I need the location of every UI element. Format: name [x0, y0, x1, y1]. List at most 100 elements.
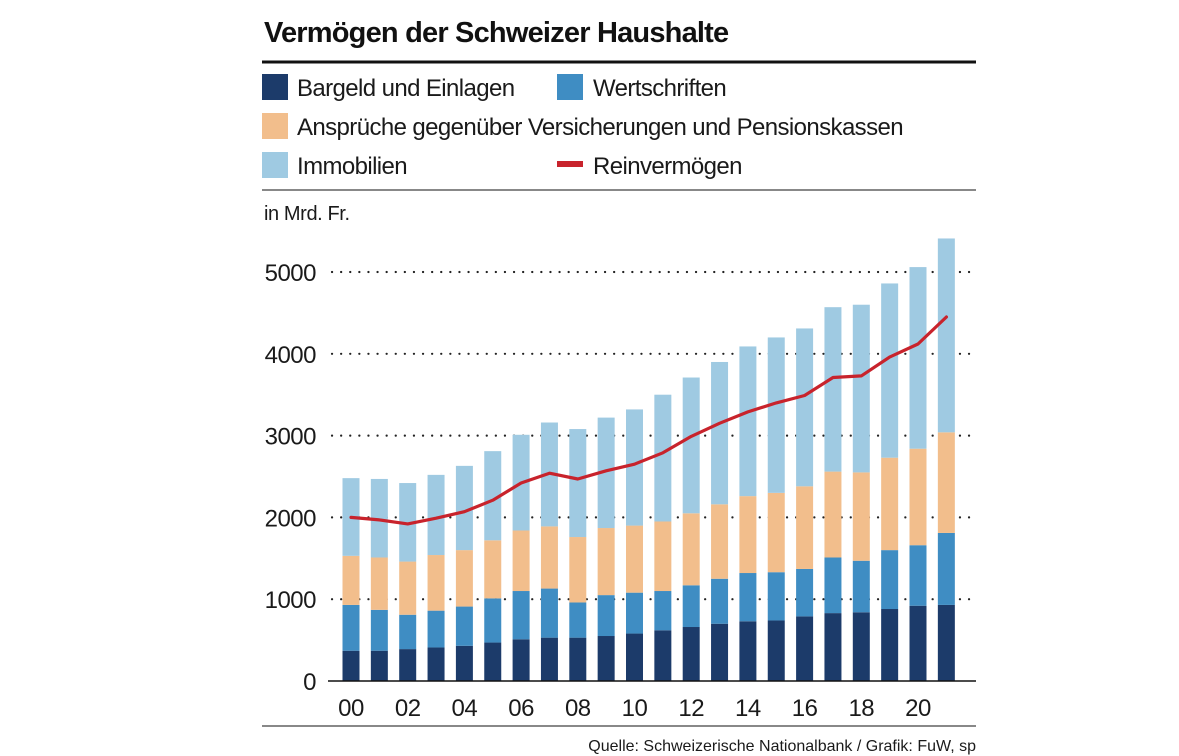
legend-swatch-ansprueche: [262, 113, 288, 139]
x-tick-label-18: 18: [848, 695, 874, 722]
bar-segment-wertschriften-2001: [370, 609, 388, 651]
bar-segment-bargeld-2006: [512, 639, 530, 681]
bar-segment-bargeld-2011: [654, 630, 672, 681]
y-tick-label-5000: 5000: [265, 260, 317, 287]
y-tick-label-3000: 3000: [265, 424, 317, 451]
bar-segment-bargeld-2015: [767, 620, 785, 681]
bar-segment-wertschriften-2010: [626, 592, 643, 634]
net-worth-line: [349, 315, 949, 526]
bar-segment-wertschriften-2018: [852, 560, 870, 613]
chart-title: Vermögen der Schweizer Haushalte: [264, 17, 729, 49]
bar-segment-ansprueche-2020: [909, 448, 927, 546]
y-axis-ticks: 0 1000 2000 3000 4000 5000: [265, 260, 317, 696]
bar-segment-wertschriften-2015: [767, 572, 785, 621]
legend-line-swatch-reinvermoegen: [557, 161, 583, 167]
bar-segment-bargeld-2020: [909, 605, 927, 681]
legend-label-immobilien: Immobilien: [297, 153, 407, 180]
bar-segment-ansprueche-2016: [796, 486, 814, 569]
y-tick-label-2000: 2000: [265, 505, 317, 532]
bar-segment-bargeld-2009: [597, 636, 615, 681]
bar-segment-wertschriften-2016: [796, 568, 814, 617]
bar-segment-ansprueche-2002: [399, 561, 417, 615]
bar-segment-bargeld-2008: [569, 637, 587, 681]
y-tick-label-0: 0: [303, 669, 316, 696]
bar-segment-ansprueche-2004: [455, 550, 473, 607]
bar-segment-bargeld-2004: [455, 645, 473, 681]
bar-segment-immobilien-2001: [370, 478, 388, 558]
bar-segment-ansprueche-2007: [540, 526, 558, 589]
x-tick-label-02: 02: [395, 695, 421, 722]
x-tick-label-00: 00: [338, 695, 364, 722]
bar-segment-bargeld-2001: [370, 650, 388, 681]
bar-segment-ansprueche-2011: [654, 521, 672, 592]
bars: [342, 238, 955, 681]
bar-segment-bargeld-2007: [540, 637, 558, 681]
legend-label-ansprueche: Ansprüche gegenüber Versicherungen und P…: [297, 114, 903, 141]
bar-segment-bargeld-2002: [399, 649, 417, 681]
bar-segment-wertschriften-2005: [484, 598, 502, 643]
legend: Bargeld und Einlagen Wertschriften Anspr…: [262, 74, 904, 180]
bar-segment-wertschriften-2000: [342, 604, 360, 651]
bar-segment-ansprueche-2012: [682, 513, 700, 586]
bar-segment-wertschriften-2017: [824, 557, 842, 614]
bar-segment-immobilien-2020: [909, 267, 927, 449]
bar-segment-bargeld-2000: [342, 650, 360, 681]
y-tick-label-4000: 4000: [265, 342, 317, 369]
x-tick-label-20: 20: [905, 695, 931, 722]
bar-segment-immobilien-2014: [739, 346, 757, 497]
bar-segment-ansprueche-2005: [484, 540, 502, 599]
x-tick-label-10: 10: [622, 695, 648, 722]
source-note: Quelle: Schweizerische Nationalbank / Gr…: [588, 738, 976, 755]
bar-segment-ansprueche-2014: [739, 496, 757, 574]
bar-segment-ansprueche-2010: [626, 525, 643, 593]
bar-segment-wertschriften-2019: [881, 550, 899, 610]
x-tick-label-16: 16: [792, 695, 818, 722]
bar-segment-wertschriften-2003: [427, 610, 445, 648]
legend-label-wertschriften: Wertschriften: [593, 75, 726, 102]
bar-segment-bargeld-2014: [739, 621, 757, 681]
bar-segment-wertschriften-2004: [455, 606, 473, 646]
bar-segment-bargeld-2003: [427, 647, 445, 681]
bar-segment-wertschriften-2008: [569, 602, 587, 638]
bar-segment-ansprueche-2000: [342, 555, 360, 605]
bar-segment-immobilien-2011: [654, 394, 672, 522]
bar-segment-immobilien-2017: [824, 307, 842, 472]
bar-segment-bargeld-2018: [852, 612, 870, 681]
bar-segment-immobilien-2016: [796, 328, 814, 487]
bar-segment-ansprueche-2006: [512, 530, 530, 592]
bar-segment-bargeld-2010: [626, 633, 643, 681]
bar-segment-immobilien-2008: [569, 429, 587, 538]
legend-label-reinvermoegen: Reinvermögen: [593, 153, 742, 180]
y-tick-label-1000: 1000: [265, 587, 317, 614]
bar-segment-wertschriften-2013: [711, 578, 729, 624]
bar-segment-immobilien-2010: [626, 409, 643, 526]
bar-segment-immobilien-2019: [881, 283, 899, 458]
bar-segment-wertschriften-2012: [682, 585, 700, 628]
x-tick-label-14: 14: [735, 695, 761, 722]
legend-swatch-immobilien: [262, 152, 288, 178]
legend-swatch-bargeld: [262, 74, 288, 100]
bar-segment-bargeld-2017: [824, 613, 842, 681]
bar-segment-ansprueche-2017: [824, 471, 842, 558]
bar-segment-ansprueche-2018: [852, 472, 870, 561]
bar-segment-ansprueche-2015: [767, 492, 785, 573]
bar-segment-wertschriften-2021: [937, 532, 955, 605]
legend-swatch-wertschriften: [557, 74, 583, 100]
legend-label-bargeld: Bargeld und Einlagen: [297, 75, 515, 102]
bar-segment-ansprueche-2013: [711, 504, 729, 579]
x-tick-label-08: 08: [565, 695, 591, 722]
bar-segment-immobilien-2018: [852, 304, 870, 473]
bar-segment-bargeld-2016: [796, 616, 814, 681]
bar-segment-bargeld-2013: [711, 623, 729, 681]
bar-segment-wertschriften-2020: [909, 545, 927, 606]
bar-segment-bargeld-2019: [881, 609, 899, 681]
bar-segment-immobilien-2021: [937, 238, 955, 433]
bar-segment-ansprueche-2019: [881, 457, 899, 551]
bar-segment-wertschriften-2007: [540, 588, 558, 638]
bar-segment-ansprueche-2021: [937, 432, 955, 533]
bar-segment-bargeld-2005: [484, 642, 502, 681]
x-tick-label-12: 12: [678, 695, 704, 722]
bar-segment-wertschriften-2002: [399, 614, 417, 650]
bar-segment-ansprueche-2001: [370, 557, 388, 610]
